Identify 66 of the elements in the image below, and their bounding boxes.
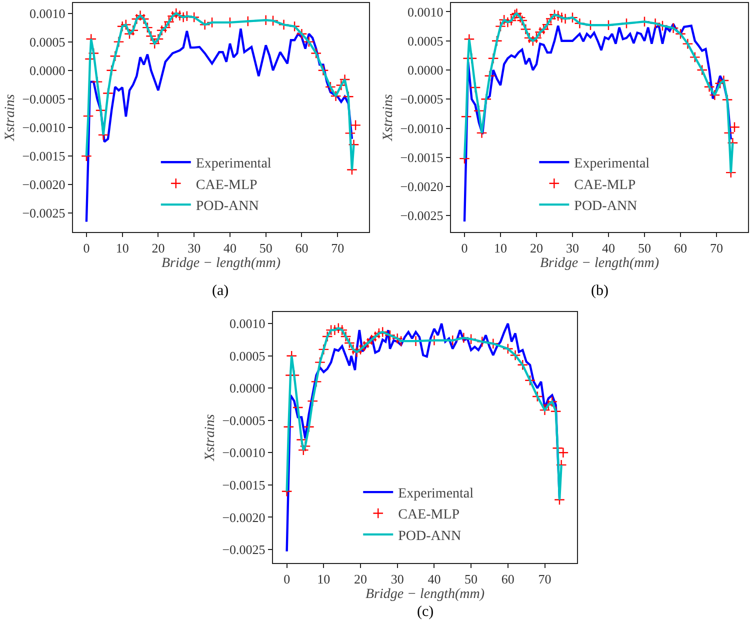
x-tick-label: 40: [223, 240, 236, 256]
y-tick-label: 0.0010: [408, 4, 444, 20]
legend-label: POD-ANN: [398, 528, 462, 544]
y-tick-label: −0.0005: [22, 91, 66, 106]
y-tick-label: −0.0005: [400, 92, 444, 107]
y-tick-label: −0.0025: [400, 208, 444, 224]
y-axis-title: Xstrains: [380, 94, 396, 142]
x-tick-label: 10: [317, 572, 330, 587]
legend-label: POD-ANN: [574, 199, 638, 214]
x-tick-label: 70: [538, 572, 552, 587]
legend-label: Experimental: [574, 156, 650, 172]
y-tick-label: 0.0010: [230, 316, 266, 332]
x-tick-label: 30: [566, 240, 579, 256]
x-tick-label: 60: [501, 572, 514, 587]
x-tick-label: 0: [284, 572, 290, 587]
x-tick-label: 0: [461, 240, 468, 256]
y-tick-label: 0.0005: [230, 348, 266, 364]
y-tick-label: 0.0005: [30, 34, 66, 50]
legend-label: Experimental: [196, 156, 272, 172]
y-tick-label: −0.0015: [222, 477, 266, 492]
y-tick-label: 0.0010: [30, 6, 66, 21]
y-tick-label: −0.0020: [22, 177, 66, 192]
x-tick-label: 20: [152, 240, 165, 256]
legend-label: CAE-MLP: [574, 178, 636, 193]
y-axis-title: Xstrains: [2, 94, 18, 142]
x-tick-label: 40: [428, 572, 441, 587]
x-tick-label: 10: [494, 240, 507, 256]
x-axis-title: Bridge − length(mm): [365, 587, 485, 602]
y-tick-label: −0.0010: [222, 445, 266, 460]
x-tick-label: 50: [638, 240, 651, 256]
x-tick-label: 30: [188, 240, 201, 256]
y-tick-label: 0.0000: [230, 380, 266, 396]
y-tick-label: −0.0015: [22, 148, 66, 164]
y-tick-label: −0.0005: [222, 412, 266, 428]
legend-label: POD-ANN: [196, 199, 259, 214]
legend-label: CAE-MLP: [196, 178, 258, 193]
x-tick-label: 40: [602, 240, 615, 256]
x-tick-label: 30: [390, 572, 404, 587]
x-tick-label: 50: [259, 240, 272, 256]
y-axis-title: Xstrains: [202, 414, 218, 462]
x-tick-label: 0: [83, 240, 90, 256]
x-tick-label: 10: [116, 240, 129, 256]
y-tick-label: 0.0000: [30, 62, 66, 78]
y-tick-label: −0.0025: [222, 542, 266, 557]
y-tick-label: −0.0015: [400, 150, 444, 165]
x-axis-title: Bridge − length(mm): [540, 256, 660, 271]
x-tick-label: 60: [674, 240, 687, 256]
x-tick-label: 20: [530, 240, 543, 256]
text: (c): [417, 604, 434, 620]
y-tick-label: −0.0010: [400, 120, 444, 136]
y-tick-label: −0.0020: [222, 510, 266, 525]
y-tick-label: −0.0010: [22, 120, 66, 136]
x-tick-label: 70: [331, 240, 344, 256]
legend-label: Experimental: [398, 486, 474, 502]
legend-label: CAE-MLP: [398, 508, 460, 523]
y-tick-label: 0.0005: [408, 33, 444, 48]
y-tick-label: −0.0020: [400, 179, 444, 194]
y-tick-label: 0.0000: [408, 62, 444, 78]
x-axis-title: Bridge − length(mm): [161, 256, 281, 271]
x-tick-label: 50: [464, 572, 478, 587]
x-tick-label: 60: [295, 240, 308, 256]
x-tick-label: 70: [710, 240, 723, 256]
text: (a): [212, 283, 229, 299]
y-tick-label: −0.0025: [22, 206, 66, 221]
text: (b): [591, 283, 608, 299]
x-tick-label: 20: [354, 572, 368, 587]
